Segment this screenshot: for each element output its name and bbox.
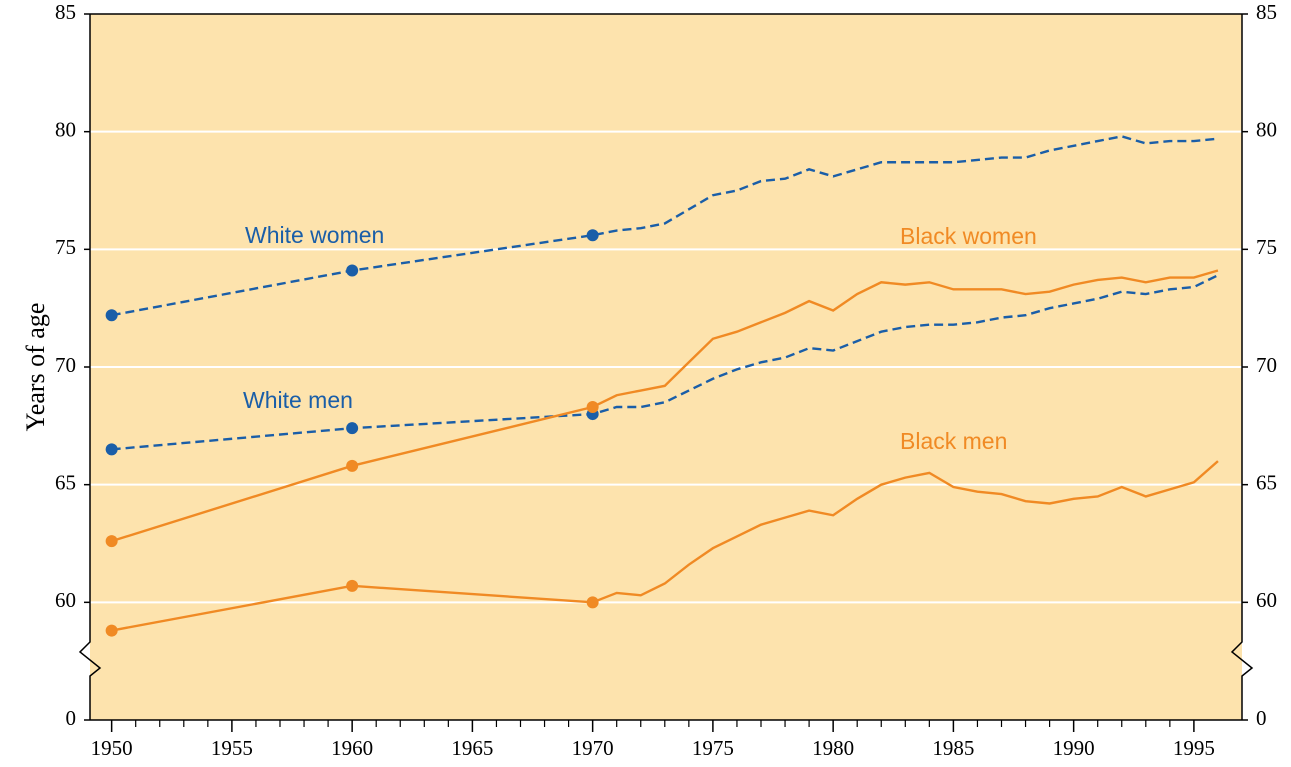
x-tick-label: 1980 <box>812 736 854 760</box>
x-tick-label: 1960 <box>331 736 373 760</box>
series-label: Black women <box>900 223 1037 249</box>
point-marker <box>105 443 118 456</box>
series-label: White women <box>245 222 384 248</box>
y-tick-label-right: 85 <box>1256 0 1277 24</box>
y-tick-label-right: 80 <box>1256 117 1277 141</box>
point-marker <box>346 422 359 435</box>
point-marker <box>586 401 599 414</box>
series-label: Black men <box>900 428 1007 454</box>
point-marker <box>346 459 359 472</box>
series-line <box>111 460 1219 632</box>
x-tick-label: 1970 <box>572 736 614 760</box>
x-tick-label: 1995 <box>1173 736 1215 760</box>
series-line <box>111 135 1219 317</box>
y-axis-left <box>78 14 102 720</box>
point-marker <box>105 309 118 322</box>
x-tick-label: 1990 <box>1053 736 1095 760</box>
y-tick-label: 60 <box>55 588 76 612</box>
point-marker <box>105 535 118 548</box>
series-label: White men <box>243 387 353 413</box>
x-tick-label: 1985 <box>932 736 974 760</box>
y-tick-label: 0 <box>66 706 77 730</box>
point-marker <box>586 596 599 609</box>
point-marker <box>346 579 359 592</box>
y-tick-label-right: 75 <box>1256 235 1277 259</box>
y-tick-label-right: 70 <box>1256 353 1277 377</box>
x-tick-label: 1975 <box>692 736 734 760</box>
series-line <box>111 269 1219 543</box>
x-tick-label: 1950 <box>91 736 133 760</box>
y-tick-label: 75 <box>55 235 76 259</box>
point-marker <box>346 264 359 277</box>
y-tick-label-right: 60 <box>1256 588 1277 612</box>
y-axis-label: Years of age <box>21 303 50 432</box>
point-marker <box>105 624 118 637</box>
series-line <box>111 274 1219 451</box>
point-marker <box>586 229 599 242</box>
grid <box>90 130 1242 604</box>
y-tick-label: 85 <box>55 0 76 24</box>
y-tick-label-right: 65 <box>1256 470 1277 494</box>
y-tick-label-right: 0 <box>1256 706 1267 730</box>
y-axis-right <box>1230 14 1254 720</box>
x-tick-label: 1965 <box>451 736 493 760</box>
y-tick-label: 80 <box>55 117 76 141</box>
x-tick-label: 1955 <box>211 736 253 760</box>
y-tick-label: 70 <box>55 353 76 377</box>
y-tick-label: 65 <box>55 470 76 494</box>
